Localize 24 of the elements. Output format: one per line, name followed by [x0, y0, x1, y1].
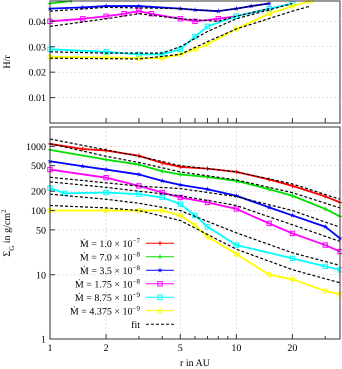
y-tick-label: 0.04: [28, 16, 46, 28]
y-tick-label: 1: [41, 334, 46, 346]
y-axis-title: H/r: [2, 54, 13, 69]
legend-label: Ṁ = 1.0 × 10$^{−7}$: [80, 236, 140, 250]
y-tick-label: 200: [31, 186, 46, 198]
x-tick-label: 20: [287, 343, 298, 354]
y-tick-label: 0.03: [28, 42, 46, 54]
x-axis-title: r in AU: [180, 358, 211, 369]
y-tick-label: 50: [36, 225, 46, 236]
x-tick-label: 10: [231, 343, 242, 354]
legend-label: Ṁ = 7.0 × 10$^{−8}$: [80, 250, 140, 264]
x-tick-label: 2: [104, 343, 109, 354]
legend-label: Ṁ = 1.75 × 10$^{−8}$: [74, 277, 140, 290]
y-tick-label: 0.01: [28, 93, 46, 104]
y-tick-label: 100: [31, 206, 46, 218]
y-tick-label: 1000: [26, 142, 46, 153]
y-tick-label: 0.02: [28, 68, 46, 79]
legend-label: Ṁ = 8.75 × 10$^{−9}$: [74, 290, 140, 304]
legend-label: fit: [131, 320, 140, 331]
y-tick-label: 500: [31, 161, 46, 172]
y-tick-label: 10: [36, 270, 46, 282]
legend-label: Ṁ = 4.375 × 10$^{−9}$: [70, 304, 140, 318]
x-tick-label: 5: [178, 343, 183, 354]
legend-label: Ṁ = 3.5 × 10$^{−8}$: [80, 264, 140, 277]
